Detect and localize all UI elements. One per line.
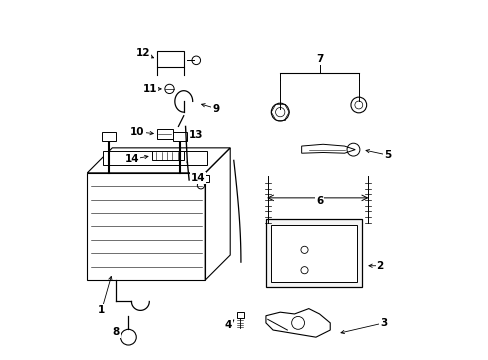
Text: 14: 14 [124, 154, 139, 164]
Bar [102, 132, 116, 141]
Text: 6: 6 [315, 197, 323, 206]
Text: 13: 13 [189, 130, 203, 140]
Text: 4: 4 [224, 320, 232, 330]
Text: 14: 14 [190, 173, 205, 183]
Bar [236, 312, 244, 318]
Text: 11: 11 [142, 84, 157, 94]
Text: 1: 1 [98, 305, 105, 315]
Text: 8: 8 [112, 327, 119, 337]
Text: 10: 10 [130, 127, 144, 137]
Bar [103, 151, 206, 165]
Bar [271, 225, 356, 282]
Text: 3: 3 [379, 318, 386, 328]
Bar [192, 175, 208, 182]
Text: 5: 5 [383, 150, 390, 160]
Bar [151, 152, 183, 160]
Bar [173, 132, 187, 141]
Bar [157, 129, 173, 139]
Text: 2: 2 [376, 261, 383, 271]
Bar [265, 219, 362, 287]
Bar [157, 51, 183, 67]
Text: 9: 9 [212, 104, 219, 113]
Text: 12: 12 [135, 48, 150, 58]
Text: 7: 7 [315, 54, 323, 64]
